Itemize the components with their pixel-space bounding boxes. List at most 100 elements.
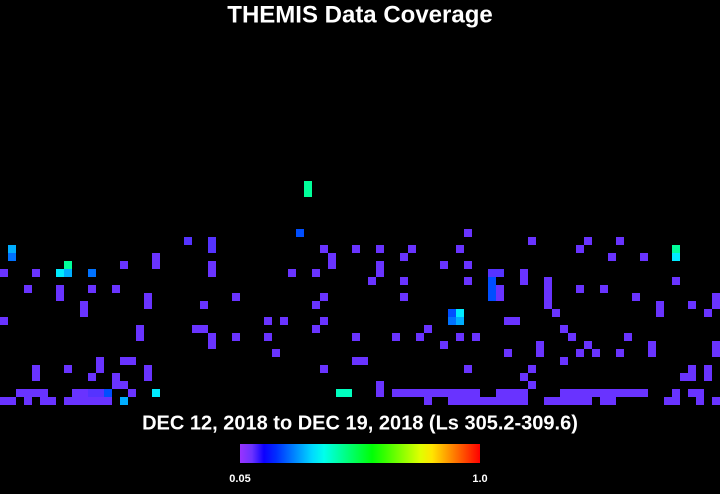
coverage-cell — [104, 397, 112, 405]
coverage-cell — [96, 365, 104, 373]
coverage-cell — [672, 245, 680, 253]
coverage-cell — [144, 365, 152, 373]
coverage-cell — [408, 245, 416, 253]
coverage-cell — [576, 389, 584, 397]
coverage-cell — [456, 389, 464, 397]
coverage-cell — [464, 229, 472, 237]
coverage-cell — [560, 357, 568, 365]
coverage-cell — [616, 237, 624, 245]
coverage-cell — [688, 301, 696, 309]
coverage-cell — [448, 317, 456, 325]
coverage-cell — [328, 261, 336, 269]
coverage-cell — [680, 373, 688, 381]
coverage-cell — [376, 261, 384, 269]
coverage-cell — [536, 349, 544, 357]
coverage-cell — [568, 333, 576, 341]
coverage-cell — [88, 389, 96, 397]
coverage-cell — [56, 293, 64, 301]
coverage-cell — [288, 269, 296, 277]
coverage-cell — [600, 389, 608, 397]
coverage-cell — [144, 373, 152, 381]
coverage-cell — [112, 373, 120, 381]
coverage-cell — [608, 397, 616, 405]
coverage-cell — [688, 365, 696, 373]
coverage-cell — [512, 397, 520, 405]
coverage-cell — [464, 261, 472, 269]
coverage-cell — [608, 253, 616, 261]
coverage-cell — [152, 253, 160, 261]
coverage-cell — [504, 397, 512, 405]
coverage-cell — [80, 397, 88, 405]
coverage-cell — [672, 397, 680, 405]
coverage-cell — [672, 277, 680, 285]
coverage-cell — [544, 301, 552, 309]
coverage-cell — [624, 333, 632, 341]
coverage-cell — [64, 269, 72, 277]
coverage-cell — [24, 397, 32, 405]
coverage-cell — [712, 349, 720, 357]
coverage-cell — [152, 389, 160, 397]
coverage-cell — [640, 389, 648, 397]
coverage-cell — [400, 253, 408, 261]
coverage-cell — [272, 349, 280, 357]
coverage-cell — [464, 397, 472, 405]
coverage-cell — [0, 317, 8, 325]
coverage-cell — [464, 365, 472, 373]
coverage-cell — [544, 285, 552, 293]
coverage-cell — [120, 381, 128, 389]
coverage-cell — [80, 301, 88, 309]
coverage-cell — [8, 253, 16, 261]
coverage-cell — [144, 301, 152, 309]
coverage-cell — [0, 397, 8, 405]
coverage-cell — [136, 325, 144, 333]
coverage-cell — [576, 397, 584, 405]
coverage-cell — [464, 389, 472, 397]
coverage-cell — [368, 277, 376, 285]
coverage-cell — [584, 341, 592, 349]
colorbar-tick-label: 0.05 — [229, 473, 250, 485]
coverage-cell — [200, 325, 208, 333]
coverage-cell — [496, 293, 504, 301]
coverage-cell — [480, 397, 488, 405]
coverage-cell — [504, 317, 512, 325]
coverage-cell — [64, 261, 72, 269]
coverage-cell — [264, 317, 272, 325]
coverage-cell — [696, 397, 704, 405]
coverage-cell — [648, 341, 656, 349]
coverage-cell — [416, 333, 424, 341]
coverage-cell — [88, 285, 96, 293]
coverage-cell — [544, 277, 552, 285]
coverage-cell — [704, 309, 712, 317]
coverage-cell — [208, 237, 216, 245]
coverage-cell — [496, 397, 504, 405]
coverage-cell — [688, 373, 696, 381]
coverage-cell — [304, 189, 312, 197]
coverage-cell — [568, 397, 576, 405]
coverage-cell — [584, 389, 592, 397]
coverage-cell — [656, 309, 664, 317]
coverage-cell — [496, 285, 504, 293]
coverage-cell — [632, 293, 640, 301]
coverage-cell — [304, 181, 312, 189]
coverage-cell — [456, 397, 464, 405]
coverage-cell — [688, 389, 696, 397]
coverage-cell — [32, 373, 40, 381]
coverage-cell — [296, 229, 304, 237]
coverage-cell — [640, 253, 648, 261]
chart-subtitle: DEC 12, 2018 to DEC 19, 2018 (Ls 305.2-3… — [142, 412, 578, 434]
coverage-cell — [208, 333, 216, 341]
coverage-cell — [648, 349, 656, 357]
coverage-cell — [112, 381, 120, 389]
coverage-cell — [280, 317, 288, 325]
coverage-cell — [584, 397, 592, 405]
coverage-cell — [424, 389, 432, 397]
coverage-cell — [672, 253, 680, 261]
coverage-cell — [456, 317, 464, 325]
coverage-cell — [448, 389, 456, 397]
coverage-cell — [496, 269, 504, 277]
coverage-cell — [40, 397, 48, 405]
coverage-cell — [432, 389, 440, 397]
coverage-cell — [472, 389, 480, 397]
coverage-cell — [704, 365, 712, 373]
